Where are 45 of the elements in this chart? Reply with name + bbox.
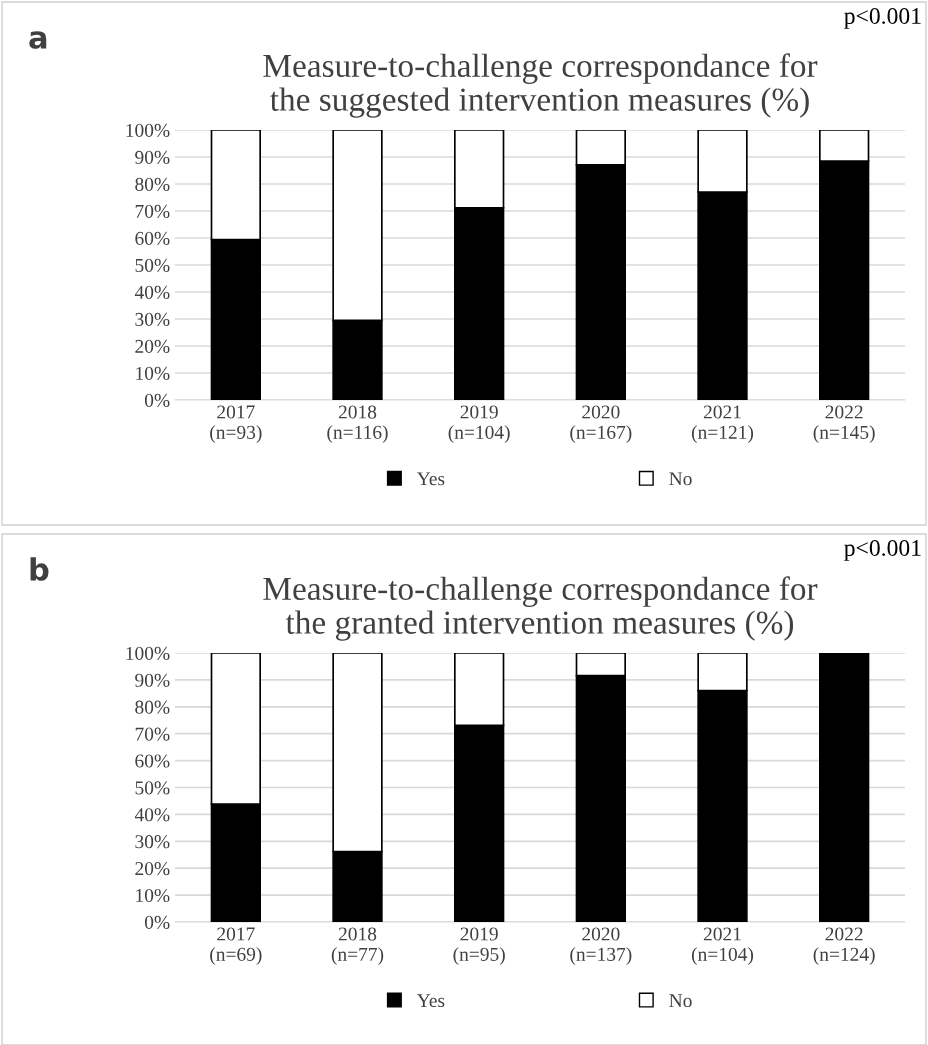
y-tick-label: 100% [126,123,170,137]
x-tick-label: 2022 (n=124) [813,927,875,965]
y-tick-label: 100% [126,646,170,660]
chart-title: Measure-to-challenge correspondance for the suggested intervention measures (%) [263,53,818,118]
text: a [29,31,47,49]
y-tick-label: 30% [135,835,170,849]
chart-title: Measure-to-challenge correspondance for the granted intervention measures (%) [263,576,818,641]
y-tick-label: 90% [135,150,170,164]
y-tick-label: 30% [135,312,170,326]
y-tick-label: 10% [136,888,170,903]
legend-label: No [669,994,692,1008]
x-tick-label: 2019 (n=104) [448,405,510,443]
x-tick-label: 2018 (n=77) [331,927,384,965]
x-tick-label: 2020 (n=137) [570,927,632,965]
text: b [30,557,49,581]
y-tick-label: 20% [135,862,170,876]
x-tick-label: 2021 (n=121) [691,405,754,443]
y-tick-label: 0% [144,393,170,407]
y-tick-label: 20% [135,339,170,353]
y-tick-label: 40% [134,808,170,822]
y-tick-label: 60% [135,754,170,768]
x-tick-label: 2017 (n=69) [210,927,262,965]
legend-label: Yes [416,994,445,1008]
y-tick-label: 0% [144,915,170,929]
y-tick-label: 50% [135,258,170,272]
x-tick-label: 2017 (n=93) [210,405,262,443]
x-tick-label: 2022 (n=145) [813,405,875,443]
y-tick-label: 80% [135,177,170,191]
y-tick-label: 90% [135,673,170,687]
legend-label: Yes [416,472,445,486]
text: p<0.001 [844,7,921,29]
y-tick-label: 10% [136,366,170,380]
y-tick-label: 60% [135,231,170,245]
y-tick-label: 80% [135,700,170,714]
x-tick-label: 2019 (n=95) [453,927,505,965]
x-tick-label: 2018 (n=116) [327,405,388,443]
y-tick-label: 70% [135,204,170,218]
y-tick-label: 70% [135,727,170,741]
text: p<0.001 [844,539,921,561]
bar [818,653,870,922]
x-tick-label: 2021 (n=104) [691,927,754,965]
x-tick-label: 2020 (n=167) [570,405,632,443]
legend-label: No [669,472,692,486]
y-tick-label: 50% [135,781,170,795]
y-tick-label: 40% [134,285,170,299]
